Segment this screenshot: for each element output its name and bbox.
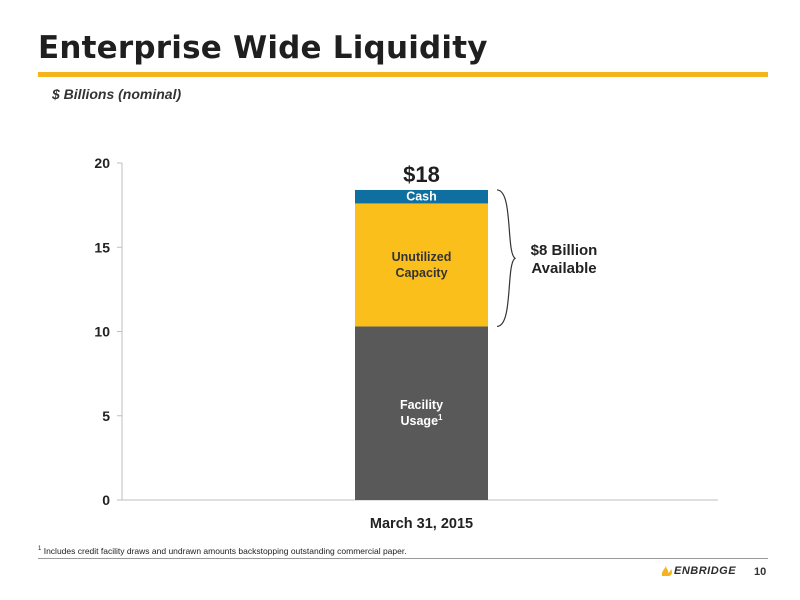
page-title: Enterprise Wide Liquidity [38, 30, 488, 66]
logo-wordmark: ENBRIDGE [674, 565, 737, 577]
bar-total-label: $18 [403, 162, 440, 187]
bar-segment [355, 326, 488, 500]
y-tick-label: 15 [94, 239, 110, 255]
footnote-marker: 1 [38, 546, 42, 553]
enbridge-logo: ENBRIDGE [660, 565, 736, 577]
bar-segment-label: Unutilized [392, 250, 452, 264]
bar-segment-label: Cash [406, 190, 437, 204]
y-tick-label: 5 [102, 408, 110, 424]
bar-segment-label: Capacity [395, 266, 447, 280]
chart-units-subtitle: $ Billions (nominal) [52, 86, 182, 102]
bar-segment [355, 189, 488, 204]
footnote-text: Includes credit facility draws and undra… [43, 546, 407, 556]
bar-segment-label: Facility [400, 398, 443, 412]
title-underline [38, 72, 768, 77]
bar-segment [355, 203, 488, 327]
curly-brace [496, 189, 517, 328]
bar-segment-label: Usage1 [401, 413, 444, 428]
y-tick-label: 10 [94, 324, 110, 340]
y-tick-label: 0 [102, 492, 110, 508]
flame-icon [661, 566, 672, 576]
x-category-label: March 31, 2015 [370, 516, 473, 532]
page-number: 10 [754, 566, 767, 578]
footer-divider [38, 558, 768, 559]
annotation-label: Available [531, 260, 596, 277]
annotation-label: $8 Billion [531, 242, 598, 259]
footnote: 1 Includes credit facility draws and und… [38, 546, 407, 556]
y-tick-label: 20 [94, 155, 110, 171]
